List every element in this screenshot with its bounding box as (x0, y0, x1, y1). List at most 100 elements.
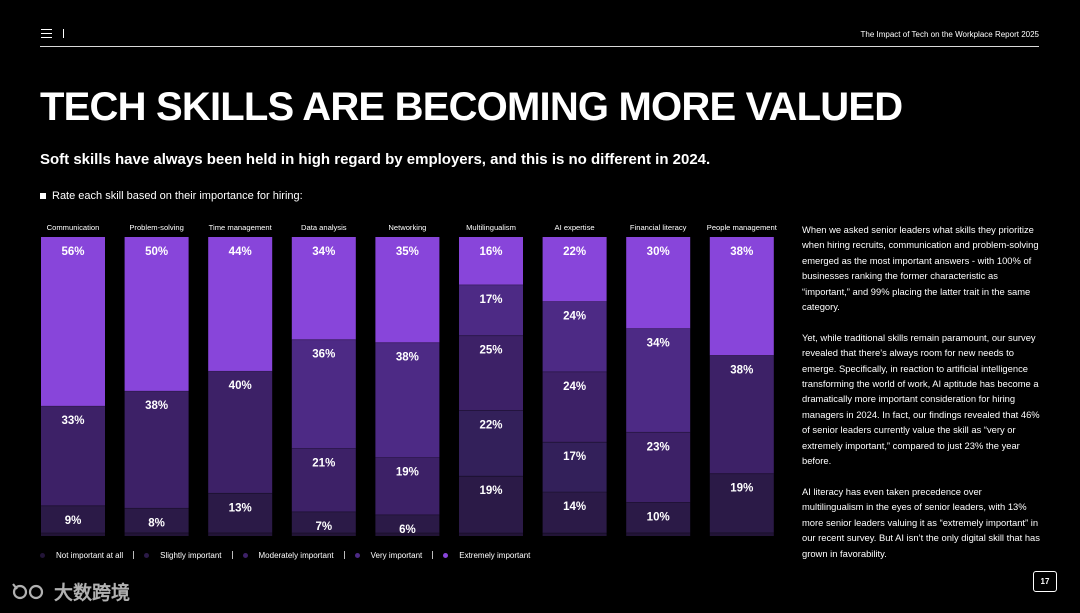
bar-segment (626, 432, 691, 503)
category-label: People management (707, 223, 778, 232)
bar-segment (291, 237, 356, 340)
page-subheadline: Soft skills have always been held in hig… (40, 151, 711, 168)
data-label: 22% (479, 419, 502, 431)
bar-segment (459, 335, 523, 411)
legend-label: Extremely important (459, 550, 531, 560)
data-label: 24% (563, 310, 586, 322)
data-label: 38% (145, 400, 168, 412)
data-label: 23% (647, 441, 670, 453)
bar-segment (41, 505, 105, 533)
bar-segment (208, 493, 273, 533)
chart-question: Rate each skill based on their importanc… (40, 190, 303, 202)
legend-separator (231, 551, 233, 559)
commentary-paragraph-2: Yet, while traditional skills remain par… (802, 331, 1040, 467)
bar-segment (124, 237, 189, 392)
legend-label: Slightly important (160, 550, 222, 560)
bar-segment (291, 532, 356, 536)
legend-dot-icon (354, 552, 360, 558)
data-label: 56% (61, 246, 84, 258)
data-label: 19% (479, 485, 502, 497)
bar-segment (375, 342, 440, 458)
data-label: 40% (229, 380, 252, 392)
legend-label: Moderately important (258, 550, 334, 560)
bar-segment (709, 473, 774, 533)
bar-segment (626, 502, 691, 533)
data-label: 10% (647, 511, 670, 523)
bar-segment (375, 514, 440, 533)
bar-segment (375, 457, 440, 515)
bar-segment (208, 371, 273, 494)
category-label: Data analysis (301, 223, 347, 232)
data-label: 50% (145, 246, 168, 258)
bar-segment (709, 237, 774, 356)
bar-segment (459, 476, 523, 534)
bar-segment (41, 532, 105, 536)
data-label: 34% (312, 246, 335, 258)
bar-segment (542, 533, 607, 536)
category-label: AI expertise (555, 223, 595, 232)
data-label: 33% (61, 415, 84, 427)
bar-segment (459, 284, 523, 336)
bar-segment (709, 355, 774, 474)
data-label: 22% (563, 246, 586, 258)
bar-segment (542, 492, 607, 534)
legend-label: Very important (370, 550, 423, 560)
bar-segment (291, 511, 356, 533)
category-label: Financial literacy (630, 223, 687, 232)
bar-segment (291, 448, 356, 512)
bar-segment (124, 532, 189, 536)
data-label: 38% (730, 246, 753, 258)
bar-segment (626, 237, 691, 329)
report-title: The Impact of Tech on the Workplace Repo… (860, 30, 1039, 39)
category-label: Multilingualism (466, 223, 516, 232)
data-label: 14% (563, 501, 586, 513)
bar-segment (41, 406, 105, 506)
bar-segment (124, 508, 189, 533)
legend-separator (432, 551, 434, 559)
data-label: 24% (563, 381, 586, 393)
data-label: 19% (396, 466, 419, 478)
legend-item: Not important at all (40, 551, 123, 560)
data-label: 21% (312, 457, 335, 469)
category-label: Communication (47, 223, 100, 232)
commentary-paragraph-1: When we asked senior leaders what skills… (802, 224, 1039, 313)
page-headline: TECH SKILLS ARE BECOMING MORE VALUED (40, 85, 903, 129)
side-commentary: When we asked senior leaders what skills… (802, 222, 1044, 576)
legend-dot-icon (144, 552, 150, 558)
data-label: 35% (396, 246, 419, 258)
data-label: 38% (730, 364, 753, 376)
data-label: 8% (148, 517, 165, 529)
bar-segment (459, 237, 523, 285)
hamburger-menu-icon[interactable] (41, 29, 52, 38)
data-label: 17% (563, 451, 586, 463)
data-label: 6% (399, 524, 416, 536)
chart-question-text: Rate each skill based on their importanc… (52, 190, 303, 202)
bar-segment (542, 237, 607, 302)
data-label: 17% (479, 294, 502, 306)
bar-segment (542, 442, 607, 493)
data-label: 25% (479, 345, 502, 357)
page-number: 17 (1033, 571, 1057, 592)
data-label: 34% (647, 338, 670, 350)
bar-segment (542, 301, 607, 372)
bar-segment (542, 371, 607, 443)
legend-dot-icon (443, 552, 449, 558)
bar-segment (291, 339, 356, 449)
bar-segment (208, 532, 273, 536)
bar-segment (124, 391, 189, 509)
chart-legend: Not important at all Slightly important Mo… (40, 548, 780, 562)
bar-segment (375, 237, 440, 343)
commentary-paragraph-3: AI literacy has even taken precedence ov… (802, 485, 1040, 559)
data-label: 9% (65, 515, 82, 527)
data-label: 7% (315, 521, 332, 533)
category-label: Time management (209, 223, 273, 232)
legend-item: Slightly important (144, 550, 222, 560)
watermark-text: 大数跨境 (54, 583, 131, 604)
data-label: 19% (730, 483, 753, 495)
data-label: 38% (396, 352, 419, 364)
category-label: Problem-solving (129, 223, 183, 232)
data-label: 13% (229, 502, 252, 514)
watermark-logo-icon (12, 582, 44, 599)
legend-item: Moderately important (242, 550, 334, 560)
